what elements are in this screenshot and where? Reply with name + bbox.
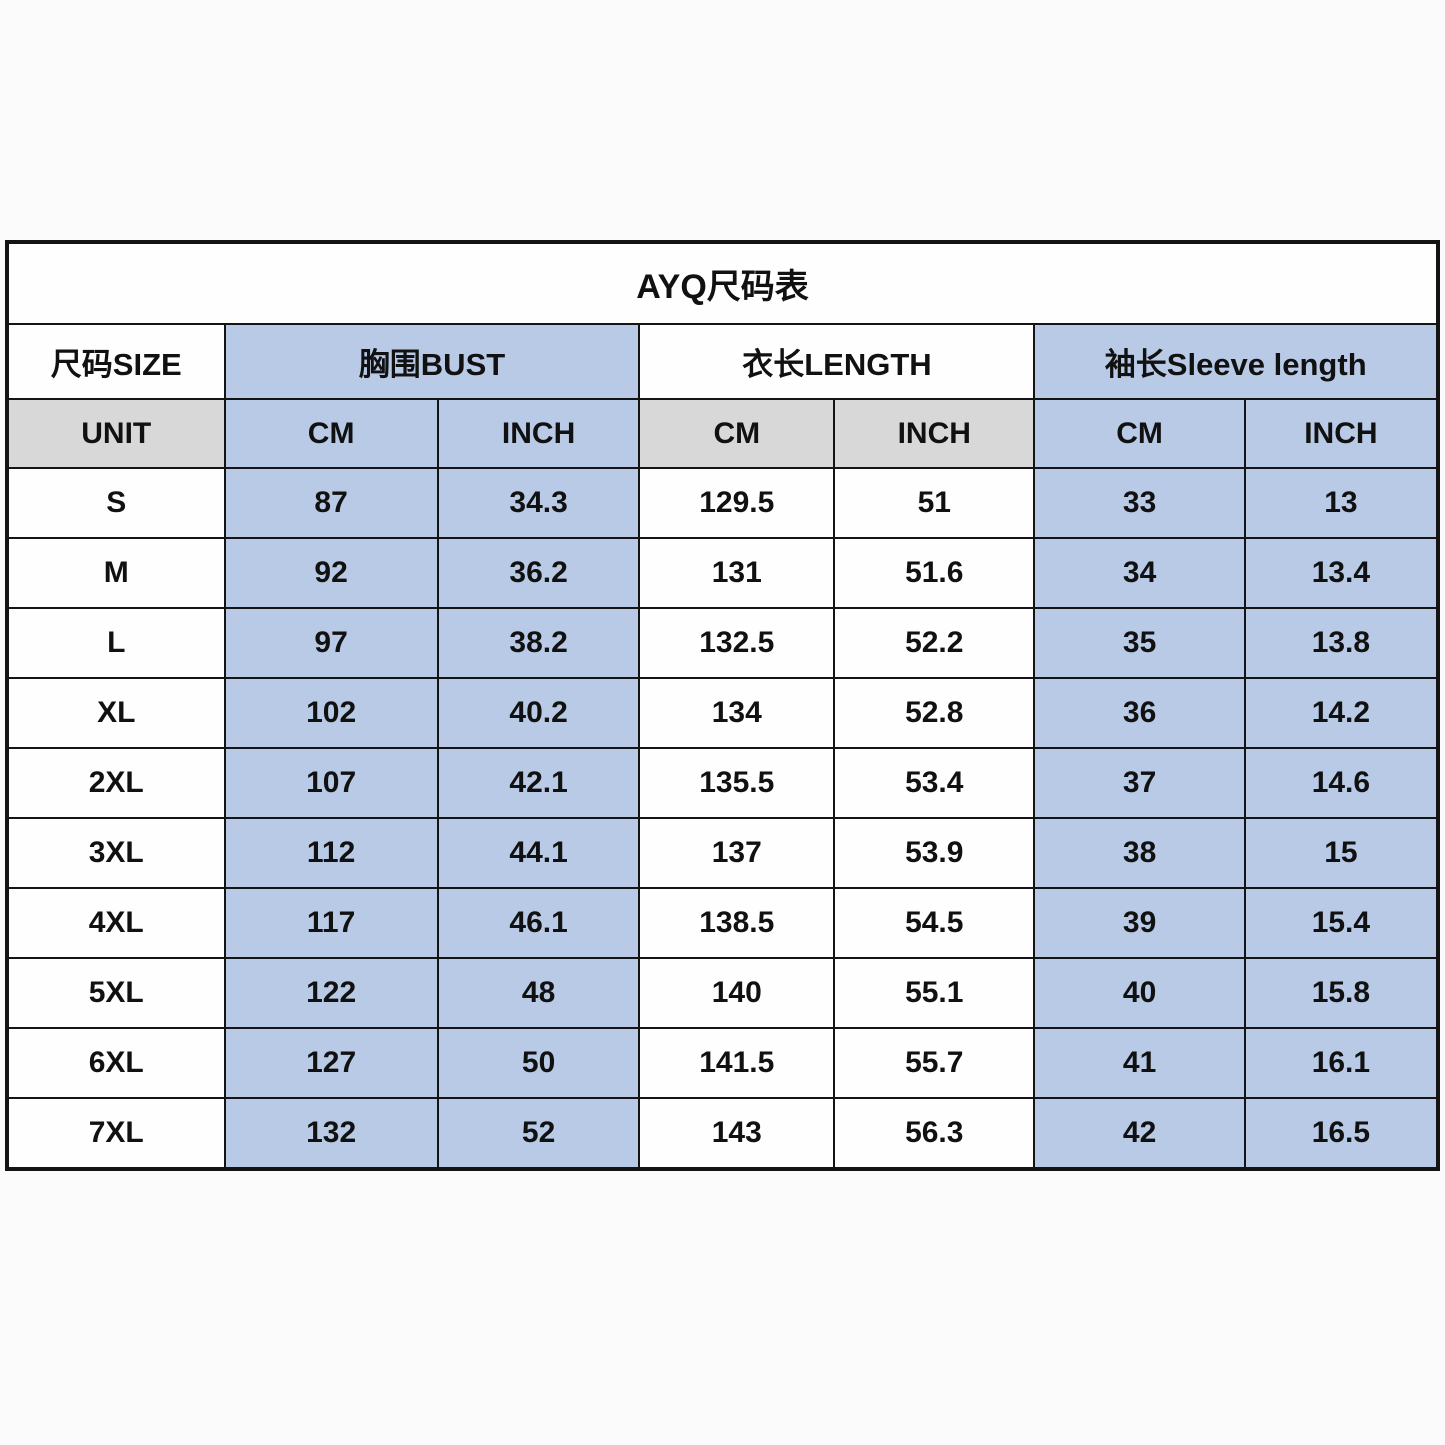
length-inch-cell: 51.6 [833,537,1036,609]
size-cell: 7XL [6,1097,226,1170]
size-row-6xl: 6XL 127 50 141.5 55.7 41 16.1 [6,1027,1440,1099]
length-inch-cell: 56.3 [833,1097,1036,1170]
bust-group-header: 胸围BUST [223,323,641,400]
size-cell: 3XL [6,817,226,889]
length-cm-cell: 143 [638,1097,836,1170]
size-cell: XL [6,677,226,749]
size-cell: M [6,537,226,609]
size-row-4xl: 4XL 117 46.1 138.5 54.5 39 15.4 [6,887,1440,959]
sleeve-group-header: 袖长Sleeve length [1033,323,1439,400]
size-cell: 4XL [6,887,226,959]
sleeve-inch-cell: 16.5 [1243,1097,1440,1170]
sleeve-cm-cell: 33 [1033,467,1246,539]
length-inch-cell: 53.4 [833,747,1036,819]
sleeve-inch-cell: 13 [1243,467,1440,539]
length-cm-cell: 129.5 [638,467,836,539]
size-group-header: 尺码SIZE [6,323,226,400]
sleeve-cm-cell: 41 [1033,1027,1246,1099]
length-inch-header: INCH [833,398,1036,469]
length-inch-cell: 51 [833,467,1036,539]
sleeve-cm-cell: 34 [1033,537,1246,609]
length-cm-cell: 131 [638,537,836,609]
size-cell: S [6,467,226,539]
sleeve-inch-header: INCH [1243,398,1440,469]
bust-inch-cell: 52 [436,1097,641,1170]
unit-label: UNIT [6,398,226,469]
length-cm-cell: 137 [638,817,836,889]
length-cm-cell: 140 [638,957,836,1029]
bust-inch-cell: 38.2 [436,607,641,679]
bust-inch-cell: 42.1 [436,747,641,819]
bust-cm-cell: 87 [223,467,439,539]
bust-cm-cell: 127 [223,1027,439,1099]
bust-cm-cell: 102 [223,677,439,749]
length-cm-cell: 134 [638,677,836,749]
title-row: AYQ尺码表 [6,241,1439,325]
bust-cm-cell: 122 [223,957,439,1029]
bust-inch-cell: 46.1 [436,887,641,959]
sleeve-cm-cell: 38 [1033,817,1246,889]
size-row-s: S 87 34.3 129.5 51 33 13 [6,467,1440,539]
size-row-m: M 92 36.2 131 51.6 34 13.4 [6,537,1440,609]
sleeve-inch-cell: 15.4 [1243,887,1440,959]
size-row-2xl: 2XL 107 42.1 135.5 53.4 37 14.6 [6,747,1440,819]
sleeve-cm-cell: 35 [1033,607,1246,679]
size-row-7xl: 7XL 132 52 143 56.3 42 16.5 [6,1097,1440,1170]
size-cell: 5XL [6,957,226,1029]
bust-inch-cell: 40.2 [436,677,641,749]
bust-inch-header: INCH [436,398,641,469]
bust-cm-cell: 132 [223,1097,439,1170]
bust-cm-cell: 92 [223,537,439,609]
size-cell: 2XL [6,747,226,819]
length-inch-cell: 52.2 [833,607,1036,679]
sleeve-cm-cell: 39 [1033,887,1246,959]
length-inch-cell: 53.9 [833,817,1036,889]
size-row-3xl: 3XL 112 44.1 137 53.9 38 15 [6,817,1440,889]
length-cm-cell: 135.5 [638,747,836,819]
bust-inch-cell: 48 [436,957,641,1029]
length-inch-cell: 52.8 [833,677,1036,749]
length-inch-cell: 55.1 [833,957,1036,1029]
sleeve-inch-cell: 16.1 [1243,1027,1440,1099]
bust-inch-cell: 34.3 [436,467,641,539]
sleeve-cm-cell: 36 [1033,677,1246,749]
bust-cm-cell: 117 [223,887,439,959]
sleeve-cm-cell: 40 [1033,957,1246,1029]
sleeve-cm-cell: 42 [1033,1097,1246,1170]
bust-cm-cell: 107 [223,747,439,819]
length-inch-cell: 54.5 [833,887,1036,959]
length-inch-cell: 55.7 [833,1027,1036,1099]
bust-inch-cell: 36.2 [436,537,641,609]
bust-cm-cell: 112 [223,817,439,889]
length-cm-cell: 141.5 [638,1027,836,1099]
sleeve-cm-header: CM [1033,398,1246,469]
column-group-header-row: 尺码SIZE 胸围BUST 衣长LENGTH 袖长Sleeve length [6,323,1439,400]
sleeve-inch-cell: 14.2 [1243,677,1440,749]
length-cm-cell: 138.5 [638,887,836,959]
length-cm-cell: 132.5 [638,607,836,679]
sleeve-inch-cell: 15 [1243,817,1440,889]
chart-title: AYQ尺码表 [6,241,1439,325]
sleeve-inch-cell: 13.8 [1243,607,1440,679]
size-row-5xl: 5XL 122 48 140 55.1 40 15.8 [6,957,1440,1029]
size-row-xl: XL 102 40.2 134 52.8 36 14.2 [6,677,1440,749]
sleeve-inch-cell: 13.4 [1243,537,1440,609]
sleeve-inch-cell: 14.6 [1243,747,1440,819]
size-chart-table: AYQ尺码表 尺码SIZE 胸围BUST 衣长LENGTH 袖长Sleeve l… [5,240,1440,1171]
sleeve-cm-cell: 37 [1033,747,1246,819]
length-group-header: 衣长LENGTH [638,323,1036,400]
length-cm-header: CM [638,398,836,469]
bust-inch-cell: 44.1 [436,817,641,889]
size-cell: 6XL [6,1027,226,1099]
size-row-l: L 97 38.2 132.5 52.2 35 13.8 [6,607,1440,679]
sleeve-inch-cell: 15.8 [1243,957,1440,1029]
bust-cm-header: CM [223,398,439,469]
bust-cm-cell: 97 [223,607,439,679]
unit-header-row: UNIT CM INCH CM INCH CM INCH [6,398,1440,469]
size-cell: L [6,607,226,679]
bust-inch-cell: 50 [436,1027,641,1099]
